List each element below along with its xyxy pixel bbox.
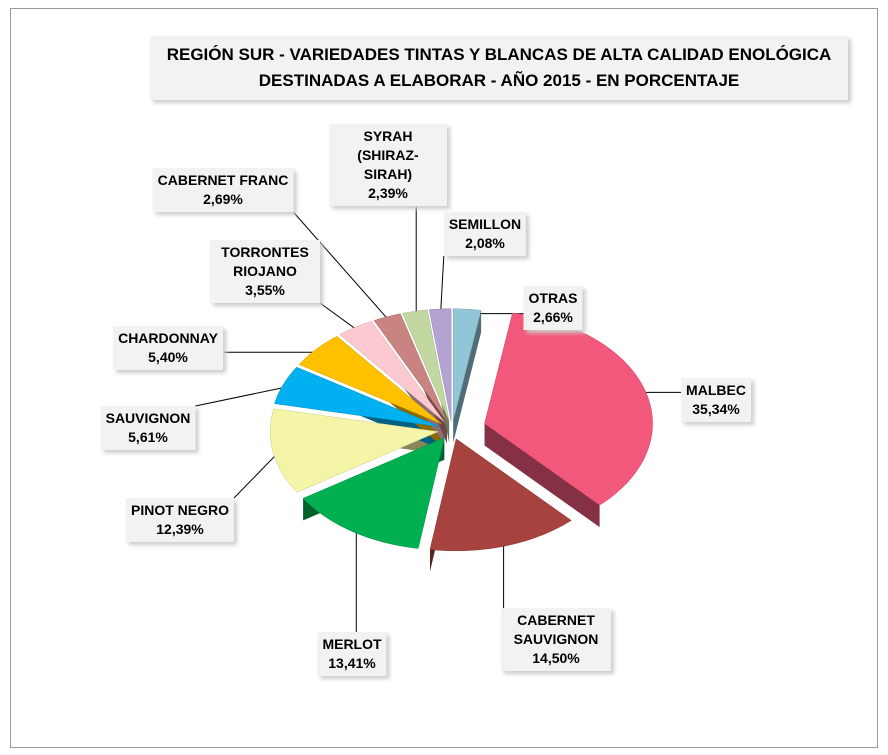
label-name: MERLOT [322, 636, 382, 652]
slice [428, 308, 452, 421]
slice [274, 366, 440, 427]
leader-line [195, 385, 290, 407]
label-value: 2,08% [465, 235, 505, 251]
data-label: MALBEC 35,34% [681, 378, 751, 422]
label-value: 3,55% [245, 282, 285, 298]
slice [402, 309, 450, 422]
leader-line [233, 450, 280, 499]
leader-line [440, 255, 445, 314]
label-name: PINOT NEGRO [130, 502, 230, 518]
slice [373, 313, 448, 422]
data-label: SYRAH (SHIRAZ-SIRAH) 2,39% [329, 124, 447, 206]
label-name: OTRAS [528, 290, 578, 306]
data-label: SEMILLON 2,08% [443, 212, 527, 256]
data-label: PINOT NEGRO 12,39% [125, 498, 235, 542]
label-value: 14,50% [532, 650, 580, 666]
data-label: SAUVIGNON 5,61% [100, 406, 196, 450]
slice [429, 438, 572, 552]
slice-tops [269, 308, 653, 552]
label-value: 12,39% [156, 521, 204, 537]
label-value: 2,66% [533, 309, 573, 325]
slice [269, 408, 440, 493]
label-value: 2,69% [203, 191, 243, 207]
label-name: CHARDONNAY [118, 330, 218, 346]
label-value: 5,61% [128, 429, 168, 445]
chart-frame [10, 8, 878, 748]
label-name: SYRAH (SHIRAZ-SIRAH) [357, 128, 419, 182]
slice [339, 321, 445, 423]
slice [302, 437, 445, 549]
label-value: 13,41% [328, 655, 376, 671]
data-label: CABERNET FRANC 2,69% [152, 168, 294, 212]
label-value: 2,39% [368, 185, 408, 201]
data-label: OTRAS 2,66% [523, 286, 583, 330]
label-name: TORRONTES RIOJANO [221, 244, 309, 279]
slice [484, 312, 653, 506]
data-label: CHARDONNAY 5,40% [113, 326, 223, 370]
label-name: CABERNET FRANC [157, 172, 289, 188]
leaders [195, 206, 682, 632]
slice [452, 308, 482, 421]
leader-line [319, 302, 359, 332]
label-name: SEMILLON [448, 216, 522, 232]
chart-title: REGIÓN SUR - VARIEDADES TINTAS Y BLANCAS… [150, 36, 848, 100]
label-name: MALBEC [686, 382, 746, 398]
leader-line [292, 211, 390, 322]
data-label: MERLOT 13,41% [317, 632, 387, 676]
label-value: 5,40% [148, 349, 188, 365]
label-name: SAUVIGNON [105, 410, 191, 426]
label-value: 35,34% [692, 401, 740, 417]
slice [298, 336, 442, 425]
data-label: TORRONTES RIOJANO 3,55% [210, 240, 320, 303]
data-label: CABERNET SAUVIGNON 14,50% [501, 608, 611, 671]
label-name: CABERNET SAUVIGNON [513, 612, 599, 647]
